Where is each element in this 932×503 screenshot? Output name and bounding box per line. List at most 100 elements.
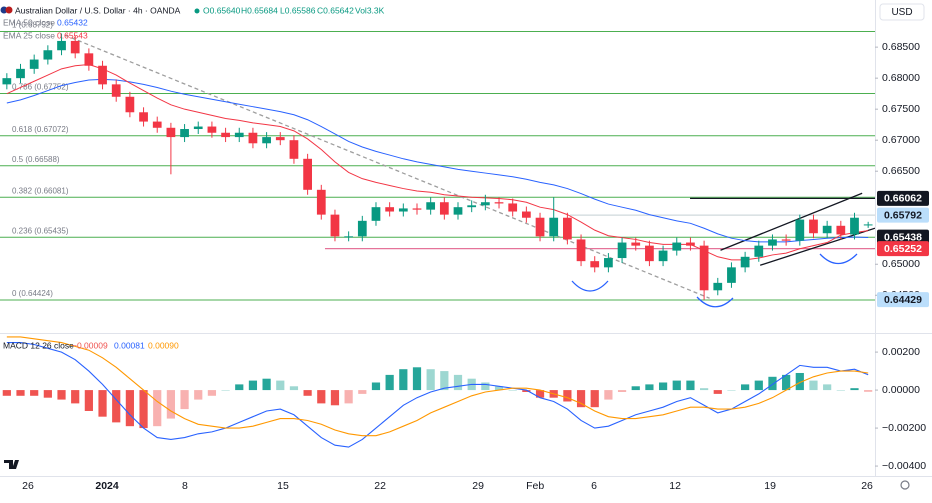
histogram-bar	[139, 390, 148, 429]
candle-body	[604, 258, 613, 268]
status-dot	[194, 8, 200, 14]
histogram-bar	[686, 380, 695, 391]
candle-body	[617, 242, 627, 259]
price-tag: 0.64429	[884, 294, 922, 306]
histogram-bar	[358, 390, 367, 394]
candle-body	[863, 224, 873, 226]
candle-body	[2, 78, 12, 85]
histogram-bar	[2, 390, 11, 396]
fib-label: 0.382 (0.66081)	[12, 186, 69, 195]
candle-body	[576, 239, 586, 262]
candle-body	[439, 202, 449, 215]
candle-body	[850, 217, 859, 235]
candle-body	[494, 202, 504, 204]
flag-icon	[5, 6, 13, 14]
ohlc-high: H0.65684	[241, 5, 278, 15]
histogram-bar	[166, 390, 175, 419]
histogram-bar	[412, 367, 422, 391]
macd-line	[6, 336, 869, 437]
histogram-bar	[71, 390, 80, 404]
candle-body	[549, 217, 559, 237]
histogram-bar	[207, 390, 217, 396]
y-tick-label: 0.68500	[882, 41, 920, 53]
histogram-bar	[371, 382, 381, 391]
candle-body	[125, 96, 135, 113]
legend-value: 0.65432	[57, 17, 88, 27]
candle-body	[795, 219, 805, 241]
histogram-bar	[617, 390, 627, 392]
y-tick-label: 0.00000	[882, 384, 920, 396]
x-tick-label: 8	[182, 480, 188, 492]
x-tick-label: 26	[861, 480, 873, 492]
currency[interactable]: USD	[891, 7, 912, 18]
x-tick-label: 2024	[95, 480, 119, 492]
candle-body	[453, 207, 463, 215]
histogram-bar	[782, 374, 791, 391]
y-tick-label: 0.65000	[882, 258, 920, 270]
logo[interactable]	[4, 460, 19, 469]
candle-body	[234, 132, 244, 138]
fib-label: 1 (0.68752)	[12, 21, 53, 30]
candle-body	[344, 236, 354, 238]
price-tag: 0.65252	[884, 243, 922, 255]
histogram-bar	[823, 384, 832, 391]
candle-body	[316, 189, 326, 215]
candle-body	[480, 202, 490, 206]
fib-label: 0 (0.64424)	[12, 289, 53, 298]
candle-body	[57, 40, 66, 51]
settings-icon[interactable]	[900, 480, 910, 490]
candle-body	[43, 50, 53, 60]
x-tick-label: 12	[669, 480, 681, 492]
candle-body	[631, 242, 641, 246]
candle-body	[84, 53, 94, 66]
y-tick-label: 0.67000	[882, 134, 920, 146]
y-tick-label: 0.66500	[882, 165, 920, 177]
candle-body	[699, 245, 709, 291]
y-tick-label: 0.68000	[882, 72, 920, 84]
histogram-bar	[590, 390, 599, 408]
volume: Vol3.3K	[355, 5, 385, 15]
legend-entry[interactable]: EMA 50 close	[3, 17, 55, 27]
candle-body	[357, 220, 367, 237]
histogram-bar	[344, 390, 353, 404]
histogram-bar	[440, 371, 449, 391]
histogram-bar	[713, 390, 722, 394]
candle-body	[645, 245, 654, 262]
candle-body	[727, 267, 736, 283]
candle-body	[590, 261, 600, 268]
candle-body	[822, 225, 832, 234]
histogram-bar	[125, 390, 134, 427]
histogram-bar	[98, 390, 107, 417]
pattern-arc	[819, 253, 858, 265]
macd-title: MACD 12 26 close	[3, 340, 74, 350]
currency-button[interactable]	[879, 3, 925, 21]
histogram-bar	[399, 369, 408, 391]
macd-pane	[2, 336, 873, 448]
histogram-bar	[481, 382, 490, 391]
trend-line	[64, 34, 710, 299]
candle-body	[180, 129, 189, 138]
y-tick-label: 0.67500	[882, 103, 920, 115]
histogram-bar	[16, 390, 25, 396]
price-tag: 0.65438	[884, 231, 922, 243]
legend-entry[interactable]: EMA 25 close	[3, 30, 55, 40]
histogram-bar	[385, 374, 394, 391]
fib-label: 0.618 (0.67072)	[12, 125, 69, 134]
candle-body	[686, 242, 695, 246]
x-tick-label: Feb	[526, 480, 544, 492]
histogram-bar	[180, 390, 189, 410]
candle-body	[398, 208, 408, 212]
histogram-bar	[262, 378, 271, 391]
histogram-bar	[741, 384, 750, 391]
histogram-bar	[836, 390, 845, 391]
x-tick-label: 15	[277, 480, 289, 492]
histogram-bar	[30, 390, 39, 396]
x-tick-label: 26	[22, 480, 34, 492]
x-tick-label: 22	[374, 480, 386, 492]
histogram-bar	[631, 386, 640, 391]
y-tick-label: 0.00200	[882, 346, 920, 358]
histogram-bar	[795, 372, 804, 391]
ohlc-open: O0.65640	[203, 5, 241, 15]
price-tag-bg	[877, 207, 929, 223]
histogram-bar	[563, 390, 572, 402]
